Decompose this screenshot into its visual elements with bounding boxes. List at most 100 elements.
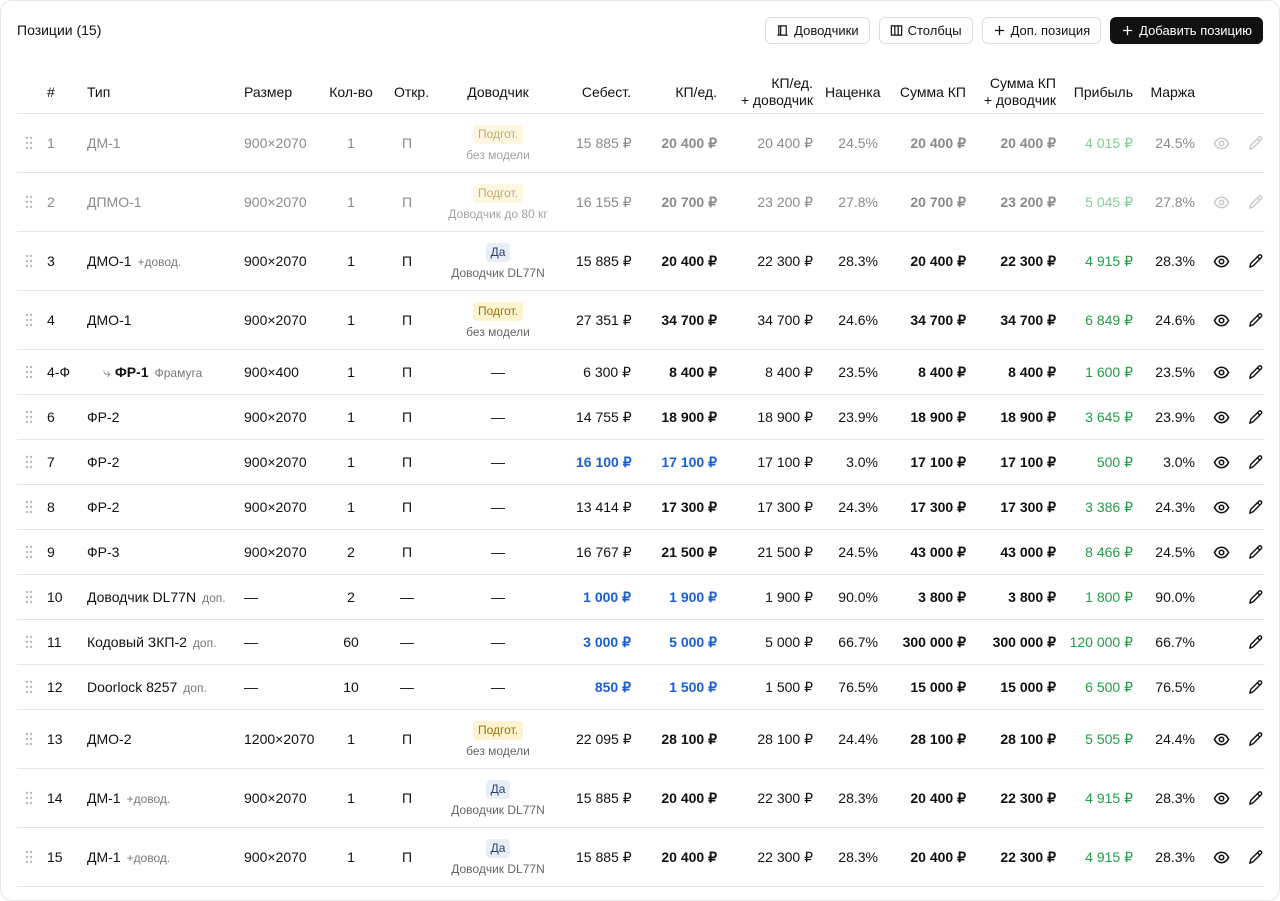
type-name: ДМО-1 — [87, 312, 132, 328]
type-tag: +довод. — [126, 792, 171, 806]
edit-cell — [1241, 290, 1265, 350]
edit-button[interactable] — [1247, 849, 1264, 866]
margin-value: 24.6% — [1155, 312, 1195, 328]
closer-cell: Подгот. Доводчик до 80 кг — [426, 172, 570, 232]
drag-handle[interactable] — [25, 635, 33, 649]
kp-value: 21 500 ₽ — [661, 543, 717, 560]
column-header: Тип — [81, 71, 238, 114]
size-cell: 900×2070 — [238, 290, 314, 350]
view-cell — [1201, 709, 1241, 769]
view-cell — [1201, 529, 1241, 575]
profit-cell: 5 505 ₽ — [1062, 709, 1139, 769]
type-cell: ⤷ ФР-1 Фрамуга — [81, 349, 238, 395]
type-name: ДМ-1 — [87, 135, 121, 151]
size-cell: — — [238, 574, 314, 620]
num-cell: 12 — [41, 664, 81, 710]
margin-cell: 24.6% — [1139, 290, 1201, 350]
sum-closer-value: 43 000 ₽ — [1000, 543, 1056, 560]
edit-button[interactable] — [1247, 253, 1264, 270]
eye-outline — [1213, 792, 1229, 804]
drag-handle[interactable] — [25, 545, 33, 559]
kp-closer-value: 34 700 ₽ — [757, 311, 813, 328]
eye-pupil — [1217, 198, 1225, 206]
drag-handle[interactable] — [25, 365, 33, 379]
sum-value: 300 000 ₽ — [902, 633, 966, 650]
edit-button[interactable] — [1247, 194, 1264, 211]
closer-cell: — — [426, 439, 570, 485]
drag-handle-cell — [17, 619, 41, 665]
edit-button[interactable] — [1247, 312, 1264, 329]
edit-cell — [1241, 231, 1265, 291]
add-position-button[interactable]: Добавить позицию — [1110, 17, 1263, 44]
view-button[interactable] — [1213, 409, 1230, 426]
drag-handle[interactable] — [25, 680, 33, 694]
closers-button[interactable]: Доводчики — [765, 17, 870, 44]
size-cell: 900×400 — [238, 349, 314, 395]
drag-handle[interactable] — [25, 410, 33, 424]
markup-cell: 24.3% — [819, 484, 884, 530]
type-name: Доводчик DL77N — [87, 589, 197, 605]
view-button[interactable] — [1213, 253, 1230, 270]
open-cell: — — [388, 619, 426, 665]
view-button[interactable] — [1213, 849, 1230, 866]
edit-button[interactable] — [1247, 364, 1264, 381]
kp-value: 18 900 ₽ — [661, 408, 717, 425]
cost-cell: 16 767 ₽ — [570, 529, 637, 575]
edit-button[interactable] — [1247, 499, 1264, 516]
view-button[interactable] — [1213, 731, 1230, 748]
margin-value: 27.8% — [1155, 194, 1195, 210]
toolbar: Доводчики Столбцы Доп. позиция Добавить … — [765, 17, 1263, 44]
drag-handle[interactable] — [25, 136, 33, 150]
type-cell: ФР-3 — [81, 529, 238, 575]
view-button[interactable] — [1213, 135, 1230, 152]
edit-button[interactable] — [1247, 454, 1264, 471]
column-header: Размер — [238, 71, 314, 114]
profit-value: 4 915 ₽ — [1085, 789, 1133, 806]
edit-button[interactable] — [1247, 409, 1264, 426]
edit-button[interactable] — [1247, 679, 1264, 696]
view-button[interactable] — [1213, 194, 1230, 211]
drag-handle[interactable] — [25, 791, 33, 805]
eye-outline — [1213, 411, 1229, 423]
margin-value: 28.3% — [1155, 253, 1195, 269]
view-button[interactable] — [1213, 790, 1230, 807]
extra-position-button[interactable]: Доп. позиция — [981, 17, 1102, 44]
pencil-path — [1249, 312, 1263, 327]
view-button[interactable] — [1213, 544, 1230, 561]
drag-handle[interactable] — [25, 732, 33, 746]
edit-button[interactable] — [1247, 634, 1264, 651]
drag-handle[interactable] — [25, 850, 33, 864]
qty-value: 60 — [343, 634, 359, 650]
view-button[interactable] — [1213, 454, 1230, 471]
edit-button[interactable] — [1247, 135, 1264, 152]
closer-value: — — [491, 454, 505, 470]
profit-cell: 4 915 ₽ — [1062, 231, 1139, 291]
drag-handle[interactable] — [25, 455, 33, 469]
open-value: П — [401, 409, 413, 425]
drag-handle[interactable] — [25, 195, 33, 209]
closer-badge: Подгот. — [472, 301, 524, 321]
button-label: Доводчики — [794, 23, 859, 38]
edit-button[interactable] — [1247, 544, 1264, 561]
view-button[interactable] — [1213, 499, 1230, 516]
view-button[interactable] — [1213, 364, 1230, 381]
view-button[interactable] — [1213, 312, 1230, 329]
handle-dots — [25, 455, 33, 469]
closer-cell: Да Доводчик DL77N — [426, 827, 570, 887]
qty-value: 1 — [347, 499, 355, 515]
kp-value: 20 400 ₽ — [661, 789, 717, 806]
drag-handle[interactable] — [25, 313, 33, 327]
edit-button[interactable] — [1247, 731, 1264, 748]
drag-handle[interactable] — [25, 254, 33, 268]
drag-handle[interactable] — [25, 590, 33, 604]
drag-handle-cell — [17, 231, 41, 291]
qty-value: 1 — [347, 135, 355, 151]
open-value: — — [400, 679, 414, 695]
columns-button[interactable]: Столбцы — [878, 17, 973, 44]
eye-outline — [1213, 314, 1229, 326]
type-cell: ДМО-2 — [81, 709, 238, 769]
edit-button[interactable] — [1247, 589, 1264, 606]
drag-handle[interactable] — [25, 500, 33, 514]
edit-button[interactable] — [1247, 790, 1264, 807]
kp-value: 20 700 ₽ — [661, 193, 717, 210]
